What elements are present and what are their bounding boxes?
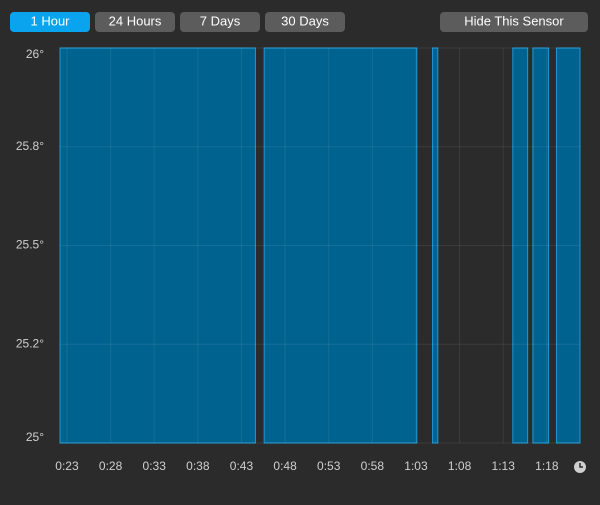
area-step — [59, 47, 256, 444]
x-tick-label: 1:13 — [492, 459, 516, 473]
y-tick-label: 25° — [26, 430, 44, 444]
x-tick-label: 0:23 — [55, 459, 79, 473]
hide-button-label[interactable]: Hide This Sensor — [464, 13, 564, 28]
x-tick-label: 0:33 — [143, 459, 167, 473]
button-label[interactable]: 24 Hours — [109, 13, 162, 28]
area-step — [432, 47, 439, 444]
x-tick-label: 1:18 — [535, 459, 559, 473]
y-tick-label: 25.8° — [16, 139, 44, 153]
x-tick-label: 0:53 — [317, 459, 341, 473]
x-tick-label: 0:38 — [186, 459, 210, 473]
button[interactable] — [180, 12, 260, 32]
y-tick-label: 25.2° — [16, 336, 44, 350]
plot: 26° 25.8° 25.5° 25.2° 25° 0:23 0:28 0:33 0:38 0:4… — [16, 47, 581, 473]
x-tick-label: 0:28 — [99, 459, 123, 473]
button-label[interactable]: 1 Hour — [30, 13, 70, 28]
area-step — [555, 47, 581, 444]
x-tick-label: 1:03 — [404, 459, 428, 473]
x-tick-label: 1:08 — [448, 459, 472, 473]
clock-icon — [574, 461, 586, 473]
y-tick-label: 25.5° — [16, 238, 44, 252]
button-label[interactable]: 7 Days — [200, 13, 241, 28]
x-tick-label: 0:58 — [361, 459, 385, 473]
x-tick-label: 0:43 — [230, 459, 254, 473]
area-step — [512, 47, 529, 444]
button[interactable] — [95, 12, 175, 32]
x-tick-label: 0:48 — [273, 459, 297, 473]
button[interactable] — [10, 12, 90, 32]
area-step — [263, 47, 418, 444]
clock-hands — [579, 463, 583, 468]
range-buttons: 1 Hour 24 Hours 7 Days 30 Days Hide This… — [10, 12, 588, 32]
area-step — [532, 47, 550, 444]
button-label[interactable]: 30 Days — [281, 13, 329, 28]
button[interactable] — [265, 12, 345, 32]
hide-button[interactable] — [440, 12, 588, 32]
y-tick-label: 26° — [26, 47, 44, 61]
